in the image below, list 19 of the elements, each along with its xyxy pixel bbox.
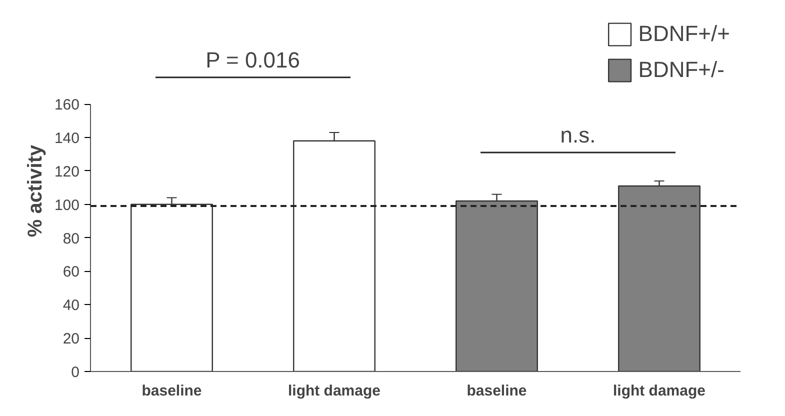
y-tick-label: 120	[54, 163, 80, 180]
bar	[618, 185, 700, 372]
x-tick-label: light damage	[288, 382, 381, 400]
text: P = 0.016	[206, 47, 300, 72]
y-tick-label: 20	[62, 330, 80, 348]
y-tick-label: 80	[62, 230, 80, 248]
y-tick-label: 100	[54, 196, 80, 214]
annotation: n.s.	[560, 122, 596, 148]
y-tick-label: 140	[54, 130, 80, 148]
y-tick-label: 60	[62, 264, 80, 281]
x-tick-label: light damage	[612, 382, 706, 400]
y-tick-label: 40	[62, 297, 80, 314]
x-tick-label: baseline	[142, 382, 202, 400]
y-axis-title: % activity	[24, 144, 46, 238]
y-tick-label: 0	[71, 364, 80, 381]
y-tick-label: 160	[54, 96, 80, 114]
legend-label: BDNF+/-	[638, 57, 724, 83]
legend-label: BDNF+/+	[638, 21, 730, 47]
x-tick-label: baseline	[466, 382, 527, 400]
